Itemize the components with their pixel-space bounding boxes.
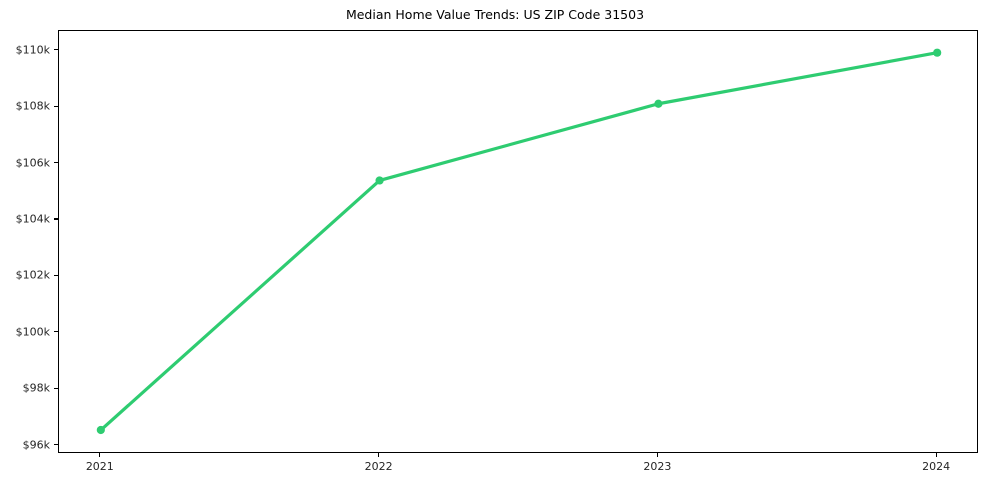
y-axis-tick-label: $98k [22,381,50,395]
x-axis-tick-mark [99,453,101,457]
y-axis-tick-mark [54,49,58,51]
y-axis-tick-mark [54,443,58,446]
y-axis-tick-mark [54,105,58,107]
y-axis-tick-mark [54,387,58,389]
y-axis-tick-mark [54,161,58,164]
y-axis-tick-label: $100k [15,325,50,339]
y-axis-tick-mark [54,218,58,220]
x-axis-tick-label: 2022 [364,460,393,473]
x-axis-tick-mark [935,453,937,457]
x-axis-tick-label: 2024 [922,460,951,473]
y-axis-tick-label: $104k [15,212,50,226]
x-axis-tick-label: 2023 [643,460,672,473]
data-point-marker [654,99,663,108]
y-axis-tick-label: $102k [15,268,50,282]
plot-area [58,30,978,453]
y-axis-tick-label: $110k [15,43,50,57]
line-series-svg [96,48,942,435]
series-markers [96,48,942,435]
x-axis-tick-mark [656,453,658,457]
y-axis-tick-mark [54,331,58,333]
series-line-median-home-value [99,51,939,432]
y-axis-tick-label: $108k [15,99,50,113]
x-axis-tick-mark [378,453,380,457]
data-point-marker [375,176,384,185]
y-axis-tick-label: $96k [22,438,50,452]
data-point-marker [933,48,942,57]
x-axis-tick-label: 2021 [85,460,114,473]
data-point-marker [96,425,105,435]
y-axis-tick-label: $106k [15,156,50,170]
y-axis-tick-mark [54,274,58,276]
chart-title: Median Home Value Trends: US ZIP Code 31… [345,7,645,22]
